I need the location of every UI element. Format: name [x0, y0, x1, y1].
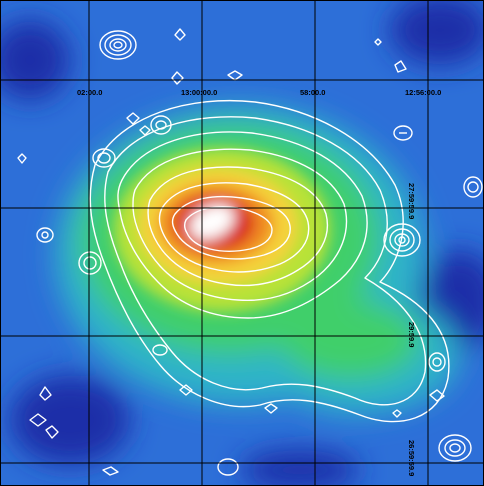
- contour: [449, 443, 461, 453]
- point-source: [463, 176, 483, 198]
- contour-knot: [374, 38, 382, 46]
- contour: [83, 256, 97, 270]
- contour: [97, 152, 111, 164]
- contour: [428, 352, 446, 372]
- contour: [41, 231, 49, 239]
- contour: [394, 233, 410, 247]
- point-source: [92, 148, 116, 168]
- emission-level-4: [280, 300, 420, 380]
- contour-knot: [45, 425, 59, 439]
- dec-label: 26:59:59.9: [407, 440, 416, 476]
- contour-knot: [227, 70, 243, 81]
- dec-label: 27:59:59.9: [407, 183, 416, 219]
- contour-knot: [174, 28, 186, 41]
- contour-knot: [29, 413, 47, 427]
- dark-patch: [10, 375, 130, 465]
- emission-peak: [189, 204, 235, 240]
- contour: [92, 148, 116, 168]
- contour-knot: [179, 384, 193, 396]
- contour-knot: [17, 153, 27, 164]
- contour-knot: [264, 403, 278, 414]
- contour: [463, 176, 483, 198]
- contour: [99, 30, 137, 60]
- ra-label: 58:00.0: [300, 88, 325, 97]
- point-source: [217, 458, 239, 476]
- dark-patch: [240, 450, 360, 486]
- ra-axis-labels: 02:00.0 13:00:00.0 58:00.0 12:56:00.0: [77, 88, 441, 97]
- contour-knot: [139, 125, 151, 136]
- contour: [171, 195, 291, 260]
- dark-patch: [390, 0, 484, 65]
- contour: [78, 251, 102, 275]
- point-source: [150, 115, 172, 135]
- point-source: [393, 125, 413, 141]
- contour: [150, 115, 172, 135]
- contour: [432, 357, 442, 367]
- contour: [444, 439, 466, 457]
- contour-knot: [392, 409, 402, 418]
- point-source: [78, 251, 102, 275]
- contour-knot: [394, 60, 407, 73]
- contour: [398, 236, 406, 244]
- point-source: [152, 344, 168, 356]
- contour: [383, 223, 421, 257]
- dec-label: 29:59.9: [407, 322, 416, 347]
- contour: [132, 148, 348, 302]
- ra-label: 12:56:00.0: [405, 88, 441, 97]
- contour: [109, 38, 127, 52]
- contour: [155, 120, 167, 130]
- point-source: [36, 227, 54, 243]
- contour: [393, 125, 413, 141]
- contour-knot: [429, 389, 445, 402]
- contour: [438, 434, 472, 462]
- dec-axis-labels: 27:59:59.9 29:59.9 26:59:59.9: [407, 183, 416, 476]
- contours: [17, 28, 483, 476]
- contour: [117, 131, 368, 319]
- point-source: [428, 352, 446, 372]
- contour: [158, 182, 310, 273]
- point-source: [383, 223, 421, 257]
- contour: [113, 41, 123, 49]
- point-source: [438, 434, 472, 462]
- contour: [389, 228, 415, 252]
- contour: [217, 458, 239, 476]
- ra-label: 02:00.0: [77, 88, 102, 97]
- point-source: [99, 30, 137, 60]
- contour-knot: [39, 386, 52, 401]
- ra-label: 13:00:00.0: [181, 88, 217, 97]
- contour: [147, 166, 328, 287]
- contour-knot: [102, 466, 119, 476]
- contour: [104, 34, 132, 56]
- contour: [104, 116, 427, 406]
- contour: [467, 181, 479, 193]
- contour: [36, 227, 54, 243]
- contour-knot: [126, 112, 140, 125]
- contour: [152, 344, 168, 356]
- contour-knot: [171, 71, 184, 85]
